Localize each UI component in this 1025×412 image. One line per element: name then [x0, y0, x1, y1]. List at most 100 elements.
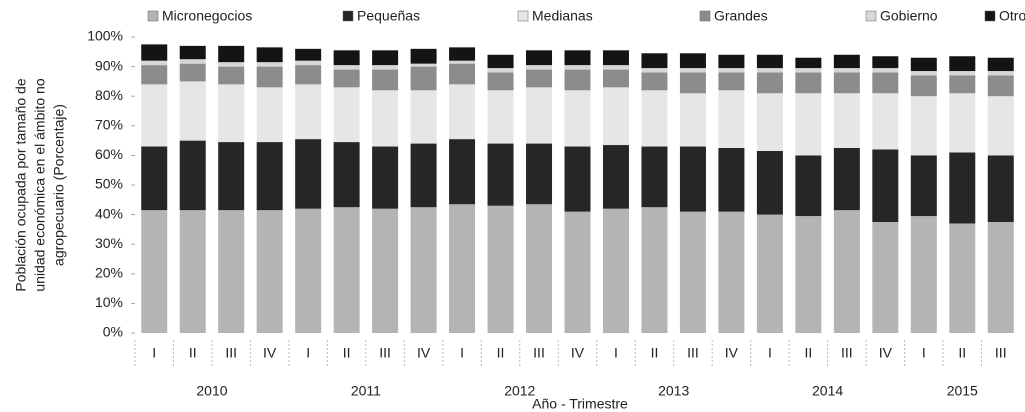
y-axis-title: Población ocupada por tamaño de [13, 78, 29, 291]
y-tick-label: 100% [87, 28, 123, 44]
group-label: 2010 [196, 383, 227, 399]
x-tick-label: I [922, 345, 926, 361]
bar-segment [756, 54, 783, 69]
bar-segment [641, 90, 668, 147]
bar-segment [141, 65, 168, 85]
bar-segment [449, 139, 476, 205]
bar-segment [256, 47, 283, 63]
x-tick-label: III [225, 345, 237, 361]
bar-segment [487, 90, 514, 144]
bar-segment [487, 72, 514, 91]
y-tick-label: 0% [103, 324, 123, 340]
bar-segment [449, 204, 476, 333]
bar-segment [833, 54, 860, 69]
bar-segment [718, 90, 745, 148]
y-tick-label: 30% [95, 235, 123, 251]
group-label: 2014 [812, 383, 843, 399]
y-tick-label: 60% [95, 146, 123, 162]
y-tick-label: 40% [95, 205, 123, 221]
x-tick-label: III [995, 345, 1007, 361]
bar-segment [179, 210, 206, 333]
x-tick-label: II [343, 345, 351, 361]
bar-segment [833, 68, 860, 73]
bar-segment [487, 54, 514, 69]
x-tick-label: I [306, 345, 310, 361]
bar-segment [795, 93, 822, 156]
bar-segment [949, 56, 976, 72]
legend-swatch [342, 10, 354, 22]
legend-swatch [147, 10, 159, 22]
bar-segment [372, 90, 399, 147]
bar-segment [872, 149, 899, 222]
y-axis-title: agropecuario (Porcentaje) [51, 104, 67, 266]
bar-segment [256, 62, 283, 67]
x-tick-label: I [614, 345, 618, 361]
bar-segment [487, 68, 514, 73]
bar-segment [295, 139, 322, 209]
group-label: 2013 [658, 383, 689, 399]
legend-swatch [699, 10, 711, 22]
bar-segment [333, 69, 360, 88]
bar-segment [179, 59, 206, 64]
x-tick-label: IV [725, 345, 739, 361]
bar-segment [795, 57, 822, 69]
bar-segment [987, 71, 1014, 76]
bar-segment [756, 68, 783, 73]
bar-segment [487, 143, 514, 206]
bar-segment [333, 50, 360, 66]
bar-segment [295, 65, 322, 85]
bar-segment [256, 66, 283, 88]
bar-segment [526, 87, 553, 144]
bar-segment [679, 53, 706, 69]
bar-segment [872, 222, 899, 333]
bar-segment [949, 75, 976, 94]
y-axis-title: unidad económica en el ámbito no [32, 78, 48, 291]
bar-segment [718, 211, 745, 333]
bar-segment [333, 87, 360, 143]
bar-segment [987, 155, 1014, 222]
bar-segment [218, 142, 245, 211]
y-tick-label: 80% [95, 87, 123, 103]
bar-segment [526, 204, 553, 333]
bar-segment [641, 68, 668, 73]
bar-segment [795, 216, 822, 333]
legend-label: Micronegocios [162, 8, 252, 24]
bar-segment [141, 44, 168, 61]
y-tick-label: 70% [95, 117, 123, 133]
bar-segment [141, 210, 168, 333]
bar-segment [295, 60, 322, 66]
legend-label: Otros [999, 8, 1025, 24]
legend-swatch [517, 10, 529, 22]
x-tick-label: II [189, 345, 197, 361]
bar-segment [564, 65, 591, 70]
bar-segment [795, 155, 822, 217]
bar-segment [756, 93, 783, 151]
bar-segment [987, 75, 1014, 97]
bar-segment [679, 211, 706, 333]
x-tick-label: II [804, 345, 812, 361]
bar-segment [602, 65, 629, 70]
bar-segment [333, 207, 360, 333]
x-tick-label: III [533, 345, 545, 361]
x-tick-label: IV [263, 345, 277, 361]
x-tick-label: I [460, 345, 464, 361]
bar-segment [410, 143, 437, 208]
bar-segment [795, 68, 822, 73]
bar-segment [218, 210, 245, 333]
y-tick-label: 20% [95, 265, 123, 281]
bar-segment [333, 142, 360, 208]
x-tick-label: III [687, 345, 699, 361]
bar-segment [949, 223, 976, 333]
legend-label: Pequeñas [357, 8, 420, 24]
y-tick-label: 10% [95, 294, 123, 310]
bar-segment [602, 145, 629, 209]
legend-label: Medianas [532, 8, 593, 24]
bar-segment [987, 96, 1014, 156]
bar-segment [526, 50, 553, 66]
bar-segment [295, 48, 322, 61]
bar-segment [179, 81, 206, 141]
bar-segment [602, 50, 629, 66]
bar-segment [564, 90, 591, 147]
bar-segment [756, 214, 783, 333]
